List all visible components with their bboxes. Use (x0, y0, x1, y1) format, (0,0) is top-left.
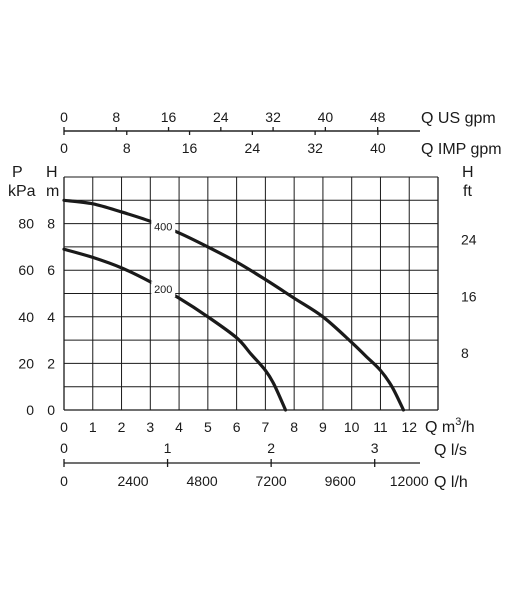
x-tick-label: 10 (344, 419, 360, 435)
y-ft-tick-label: 8 (461, 345, 469, 361)
x-tick-label: 9 (319, 419, 327, 435)
us-gpm-tick-label: 32 (265, 109, 281, 125)
pump-curve-label: 200 (154, 284, 172, 296)
y-kpa-tick-label: 20 (18, 355, 34, 371)
y-m-axis-tick-labels: 0 2 4 6 8 (47, 216, 55, 418)
y-kpa-tick-label: 0 (26, 402, 34, 418)
x-tick-label: 6 (233, 419, 241, 435)
bottom-scale-lph: 0 2400 4800 7200 9600 12000 Q l/h (60, 473, 468, 491)
x-axis-title-prefix: Q m (425, 419, 455, 436)
top-scale-imp-gpm-ticks: 0 8 16 24 32 40 (60, 131, 386, 156)
pump-curve-400 (62, 198, 406, 412)
top-scale-imp-gpm-label: Q IMP gpm (421, 141, 502, 158)
imp-gpm-tick-label: 16 (182, 140, 198, 156)
x-tick-label: 5 (204, 419, 212, 435)
bottom-scale-lps-label: Q l/s (434, 442, 467, 459)
y-kpa-tick-label: 40 (18, 309, 34, 325)
y-m-tick-label: 4 (47, 309, 55, 325)
x-axis-title-superscript: 3 (455, 416, 461, 428)
y-m-axis-title-h: H (46, 164, 58, 181)
top-scale-imp-gpm: 0 8 16 24 32 40 Q IMP gpm (60, 130, 502, 158)
y-ft-axis-tick-labels: 8 16 24 (461, 232, 477, 362)
y-kpa-tick-label: 60 (18, 262, 34, 278)
us-gpm-tick-label: 0 (60, 109, 68, 125)
bottom-scale-lps: 0 1 2 3 Q l/s (60, 440, 467, 467)
top-scale-us-gpm: 0 8 16 24 32 40 48 Q US gpm (60, 109, 496, 132)
x-tick-label: 2 (118, 419, 126, 435)
us-gpm-tick-label: 8 (112, 109, 120, 125)
x-tick-label: 12 (401, 419, 417, 435)
imp-gpm-tick-label: 40 (370, 140, 386, 156)
lph-tick-label: 7200 (256, 473, 287, 489)
lph-tick-label: 12000 (390, 473, 429, 489)
imp-gpm-tick-label: 8 (123, 140, 131, 156)
bottom-scale-lph-label: Q l/h (434, 474, 468, 491)
lph-tick-label: 0 (60, 473, 68, 489)
x-tick-label: 7 (261, 419, 269, 435)
pump-curve-label-gap (151, 281, 176, 298)
y-m-axis-title-m: m (46, 183, 59, 200)
y-kpa-axis-title-kpa: kPa (8, 183, 36, 200)
x-tick-label: 4 (175, 419, 183, 435)
imp-gpm-tick-label: 32 (307, 140, 323, 156)
x-tick-label: 11 (373, 419, 388, 435)
us-gpm-tick-label: 40 (318, 109, 334, 125)
y-ft-tick-label: 16 (461, 288, 477, 304)
y-m-tick-label: 0 (47, 402, 55, 418)
y-kpa-axis-tick-labels: 0 20 40 60 80 (18, 216, 34, 418)
y-m-tick-label: 2 (47, 355, 55, 371)
x-tick-label: 3 (146, 419, 154, 435)
x-axis-tick-labels: 0 1 2 3 4 5 6 7 8 9 10 11 12 (60, 419, 417, 435)
y-m-tick-label: 6 (47, 262, 55, 278)
us-gpm-tick-label: 16 (161, 109, 177, 125)
lph-tick-label: 2400 (117, 473, 148, 489)
x-axis-title: Q m3/h (425, 416, 475, 436)
imp-gpm-tick-label: 0 (60, 140, 68, 156)
bottom-scale-lps-ticks: 0 1 2 3 (60, 440, 379, 467)
x-tick-label: 0 (60, 419, 68, 435)
y-ft-tick-label: 24 (461, 232, 477, 248)
lps-tick-label: 0 (60, 440, 68, 456)
y-kpa-tick-label: 80 (18, 216, 34, 232)
top-scale-us-gpm-label: Q US gpm (421, 110, 496, 127)
x-tick-label: 8 (290, 419, 298, 435)
top-scale-us-gpm-ticks: 0 8 16 24 32 40 48 (60, 109, 386, 131)
us-gpm-tick-label: 48 (370, 109, 386, 125)
lps-tick-label: 2 (267, 440, 275, 456)
y-ft-axis-title-h: H (462, 164, 474, 181)
pump-curve-label-gap (151, 218, 176, 235)
pump-curve-200 (62, 247, 288, 412)
x-axis-title-suffix: /h (461, 419, 474, 436)
y-kpa-axis-title-p: P (12, 164, 23, 181)
y-m-tick-label: 8 (47, 216, 55, 232)
bottom-scale-lph-ticks: 0 2400 4800 7200 9600 12000 (60, 473, 429, 489)
lps-tick-label: 1 (164, 440, 172, 456)
lph-tick-label: 4800 (187, 473, 218, 489)
lph-tick-label: 9600 (325, 473, 356, 489)
y-ft-axis-title-ft: ft (463, 183, 472, 200)
lps-tick-label: 3 (371, 440, 379, 456)
pump-curves: 400 200 (62, 198, 406, 412)
x-tick-label: 1 (89, 419, 97, 435)
imp-gpm-tick-label: 24 (245, 140, 261, 156)
us-gpm-tick-label: 24 (213, 109, 229, 125)
pump-curve-label: 400 (154, 222, 172, 234)
